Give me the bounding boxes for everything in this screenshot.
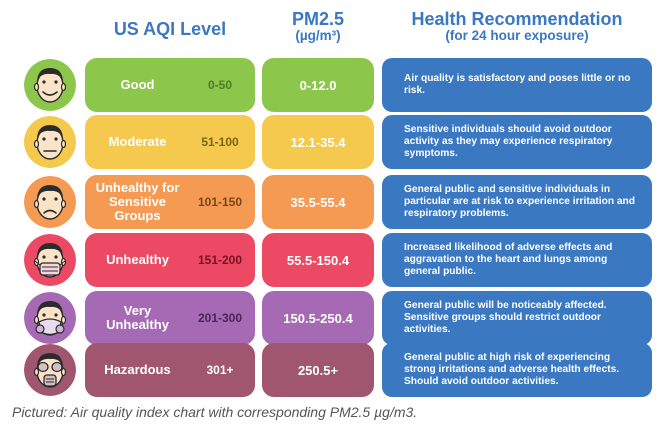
respirator-face-icon <box>24 292 76 344</box>
pm25-value-cell: 35.5-55.4 <box>262 175 374 229</box>
health-recommendation-cell: Sensitive individuals should avoid outdo… <box>382 115 652 169</box>
aqi-level-header: US AQI Level <box>85 20 255 39</box>
image-caption: Pictured: Air quality index chart with c… <box>12 404 418 420</box>
aqi-row: Good 0-50 0-12.0 Air quality is satisfactor… <box>24 58 652 112</box>
aqi-level-cell: Very Unhealthy 201-300 <box>85 291 255 345</box>
health-recommendation-text: General public at high risk of experienc… <box>404 351 620 388</box>
aqi-range: 201-300 <box>197 311 243 325</box>
health-header-title: Health Recommendation <box>411 9 623 29</box>
pm25-value-cell: 0-12.0 <box>262 58 374 112</box>
health-recommendation-text: General public and sensitive individuals… <box>404 183 635 220</box>
health-recommendation-text: General public will be noticeably affect… <box>404 299 607 336</box>
aqi-range: 51-100 <box>201 135 239 149</box>
health-recommendation-header: Health Recommendation (for 24 hour expos… <box>382 10 652 43</box>
pm25-value-cell: 55.5-150.4 <box>262 233 374 287</box>
health-recommendation-cell: General public and sensitive individuals… <box>382 175 652 229</box>
aqi-range: 101-150 <box>197 195 243 209</box>
pm25-value-cell: 150.5-250.4 <box>262 291 374 345</box>
gas-mask-face-icon <box>24 344 76 396</box>
aqi-range: 151-200 <box>197 253 243 267</box>
aqi-row: Moderate 51-100 12.1-35.4 Sensitive individ… <box>24 115 652 169</box>
aqi-level-name: Moderate <box>108 133 167 149</box>
aqi-row: Unhealthy for Sensitive Groups 101-150 35.… <box>24 175 652 229</box>
health-recommendation-text: Air quality is satisfactory and poses li… <box>404 72 631 96</box>
pm25-value-cell: 250.5+ <box>262 343 374 397</box>
pm25-header: PM2.5 (µg/m³) <box>262 10 374 43</box>
aqi-level-name: Unhealthy <box>106 251 169 267</box>
aqi-level-cell: Unhealthy 151-200 <box>85 233 255 287</box>
frowning-face-icon <box>24 176 76 228</box>
pm25-header-title: PM2.5 <box>291 9 345 29</box>
smiling-face-icon <box>24 59 76 111</box>
aqi-level-name: Unhealthy for Sensitive Groups <box>95 179 180 224</box>
aqi-level-name: Very Unhealthy <box>106 302 169 332</box>
aqi-row: Very Unhealthy 201-300 150.5-250.4 General … <box>24 291 652 345</box>
aqi-level-name: Hazardous <box>104 361 171 377</box>
health-recommendation-cell: General public will be noticeably affect… <box>382 291 652 345</box>
aqi-level-cell: Good 0-50 <box>85 58 255 112</box>
health-header-subtitle: (for 24 hour exposure) <box>445 27 589 43</box>
health-recommendation-text: Increased likelihood of adverse effects … <box>404 241 613 278</box>
pm25-value-cell: 12.1-35.4 <box>262 115 374 169</box>
aqi-level-cell: Unhealthy for Sensitive Groups 101-150 <box>85 175 255 229</box>
health-recommendation-cell: Air quality is satisfactory and poses li… <box>382 58 652 112</box>
health-recommendation-text: Sensitive individuals should avoid outdo… <box>404 123 613 160</box>
aqi-level-cell: Moderate 51-100 <box>85 115 255 169</box>
aqi-range: 0-50 <box>207 78 233 92</box>
pm25-header-unit: (µg/m³) <box>295 27 341 43</box>
neutral-face-icon <box>24 116 76 168</box>
surgical-mask-face-icon <box>24 234 76 286</box>
aqi-range: 301+ <box>206 363 234 377</box>
aqi-row: Hazardous 301+ 250.5+ General public at hig… <box>24 343 652 397</box>
aqi-level-name: Good <box>120 76 155 92</box>
health-recommendation-cell: Increased likelihood of adverse effects … <box>382 233 652 287</box>
aqi-level-cell: Hazardous 301+ <box>85 343 255 397</box>
aqi-row: Unhealthy 151-200 55.5-150.4 Increased like… <box>24 233 652 287</box>
aqi-level-header-text: US AQI Level <box>113 19 227 39</box>
health-recommendation-cell: General public at high risk of experienc… <box>382 343 652 397</box>
